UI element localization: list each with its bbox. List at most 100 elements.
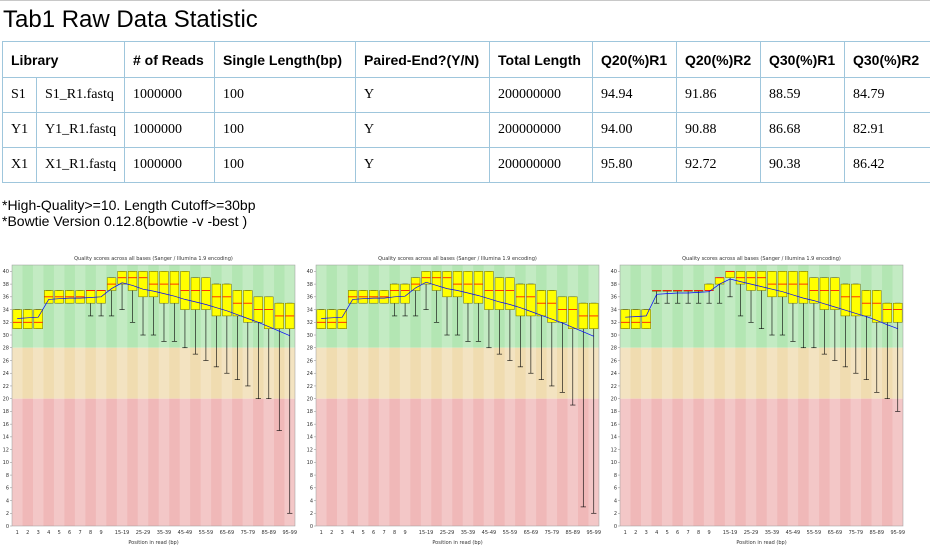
- y-tick-label: 20: [3, 396, 9, 402]
- column-header-library: Library: [2, 41, 125, 78]
- y-tick-label: 40: [307, 269, 313, 275]
- x-tick-label: 8: [89, 530, 92, 536]
- position-stripe: [32, 265, 44, 526]
- reads-cell: 1000000: [124, 112, 215, 148]
- y-tick-label: 38: [611, 282, 617, 288]
- page-title: Tab1 Raw Data Statistic: [3, 6, 258, 33]
- quality-box: [851, 283, 861, 317]
- position-stripe: [525, 265, 537, 526]
- single-length-cell: 100: [214, 147, 356, 183]
- quality-boxplot-svg: Quality scores across all bases (Sanger …: [307, 256, 601, 546]
- y-tick-label: 24: [307, 371, 313, 377]
- q20-r1-cell: 94.94: [592, 77, 677, 113]
- position-stripe: [116, 265, 128, 526]
- y-tick-label: 12: [307, 447, 313, 453]
- library-code-cell: Y1: [2, 112, 37, 148]
- position-stripe: [504, 265, 516, 526]
- q20-r2-cell: 91.86: [676, 77, 761, 113]
- x-tick-label: 7: [687, 530, 690, 536]
- q30-r2-cell: 84.79: [844, 77, 930, 113]
- position-stripe: [441, 265, 453, 526]
- x-tick-label: 1: [16, 530, 19, 536]
- position-stripe: [546, 265, 558, 526]
- position-stripe: [378, 265, 390, 526]
- note-bowtie-version: *Bowtie Version 0.12.8(bowtie -v -best ): [2, 213, 248, 229]
- quality-box: [12, 309, 22, 329]
- mean-line: [321, 281, 594, 337]
- x-tick-label: 35-39: [461, 530, 476, 536]
- y-tick-label: 6: [614, 486, 617, 492]
- y-tick-label: 10: [3, 460, 9, 466]
- quality-box: [714, 277, 725, 285]
- quality-box: [169, 271, 180, 304]
- y-tick-label: 16: [611, 422, 617, 428]
- x-tick-label: 25-29: [440, 530, 455, 536]
- y-tick-label: 16: [3, 422, 9, 428]
- table-row: S1 S1_R1.fastq 1000000 100 Y 200000000 9…: [2, 77, 930, 113]
- x-tick-label: 75-79: [241, 530, 256, 536]
- x-tick-label: 65-69: [220, 530, 235, 536]
- position-stripe: [703, 265, 715, 526]
- plot-title: Quality scores across all bases (Sanger …: [378, 256, 537, 262]
- quality-box: [819, 277, 830, 310]
- y-tick-label: 12: [3, 447, 9, 453]
- paired-end-cell: Y: [355, 112, 490, 148]
- x-tick-label: 35-39: [765, 530, 780, 536]
- position-stripe: [53, 265, 65, 526]
- quality-boxplot-x1: Quality scores across all bases (Sanger …: [608, 250, 906, 552]
- table-row: X1 X1_R1.fastq 1000000 100 Y 200000000 9…: [2, 147, 930, 183]
- y-tick-label: 12: [611, 447, 617, 453]
- x-tick-label: 9: [99, 530, 102, 536]
- x-tick-label: 45-49: [482, 530, 497, 536]
- plot-frame: [619, 264, 904, 527]
- y-tick-label: 14: [3, 435, 9, 441]
- mean-line: [17, 282, 290, 337]
- y-tick-label: 28: [307, 346, 313, 352]
- quality-box: [641, 309, 651, 329]
- column-header-single-length: Single Length(bp): [214, 41, 356, 78]
- top-rule: [0, 0, 930, 1]
- quality-box: [389, 283, 400, 304]
- x-tick-label: 1: [624, 530, 627, 536]
- y-tick-label: 20: [307, 396, 313, 402]
- column-header-paired-end: Paired-End?(Y/N): [355, 41, 490, 78]
- y-tick-label: 2: [6, 511, 9, 517]
- y-tick-label: 36: [3, 295, 9, 301]
- y-tick-label: 26: [611, 358, 617, 364]
- position-stripe: [158, 265, 170, 526]
- x-tick-label: 3: [341, 530, 344, 536]
- x-tick-label: 15-19: [723, 530, 738, 536]
- y-tick-label: 38: [3, 282, 9, 288]
- x-tick-label: 95-99: [586, 530, 601, 536]
- single-length-cell: 100: [214, 112, 356, 148]
- quality-zone-bad: [12, 398, 295, 526]
- x-tick-label: 7: [383, 530, 386, 536]
- quality-box: [190, 277, 201, 310]
- quality-box: [23, 309, 33, 329]
- x-tick-label: 6: [676, 530, 679, 536]
- x-tick-label: 65-69: [524, 530, 539, 536]
- quality-boxplot-s1: Quality scores across all bases (Sanger …: [0, 250, 298, 552]
- quality-box: [725, 271, 735, 278]
- q20-r2-cell: 90.88: [676, 112, 761, 148]
- x-tick-label: 15-19: [419, 530, 434, 536]
- x-tick-label: 85-89: [870, 530, 885, 536]
- library-code-cell: X1: [2, 147, 37, 183]
- x-tick-label: 95-99: [890, 530, 905, 536]
- position-stripe: [483, 265, 495, 526]
- x-tick-label: 85-89: [566, 530, 581, 536]
- y-tick-label: 18: [3, 409, 9, 415]
- quality-boxplot-y1: Quality scores across all bases (Sanger …: [304, 250, 602, 552]
- q30-r1-cell: 88.59: [760, 77, 845, 113]
- quality-box: [756, 271, 767, 291]
- y-tick-label: 8: [6, 473, 9, 479]
- quality-boxplot-svg: Quality scores across all bases (Sanger …: [611, 256, 905, 546]
- position-stripe: [462, 265, 474, 526]
- quality-box: [631, 309, 641, 329]
- q30-r2-cell: 82.91: [844, 112, 930, 148]
- y-tick-label: 26: [3, 358, 9, 364]
- single-length-cell: 100: [214, 77, 356, 113]
- quality-box: [788, 271, 798, 304]
- quality-box: [746, 271, 756, 291]
- plot-title: Quality scores across all bases (Sanger …: [682, 256, 841, 262]
